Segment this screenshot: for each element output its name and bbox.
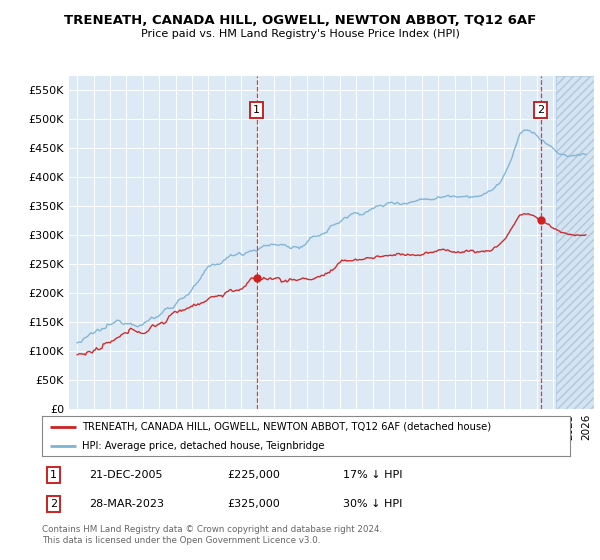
Text: 30% ↓ HPI: 30% ↓ HPI	[343, 500, 403, 510]
Text: 28-MAR-2023: 28-MAR-2023	[89, 500, 164, 510]
Text: 1: 1	[253, 105, 260, 115]
Text: 2: 2	[50, 500, 57, 510]
Text: TRENEATH, CANADA HILL, OGWELL, NEWTON ABBOT, TQ12 6AF: TRENEATH, CANADA HILL, OGWELL, NEWTON AB…	[64, 14, 536, 27]
Text: £225,000: £225,000	[227, 470, 280, 480]
Bar	[556, 76, 594, 409]
Text: 17% ↓ HPI: 17% ↓ HPI	[343, 470, 403, 480]
Text: 1: 1	[50, 470, 57, 480]
Text: £325,000: £325,000	[227, 500, 280, 510]
Text: TRENEATH, CANADA HILL, OGWELL, NEWTON ABBOT, TQ12 6AF (detached house): TRENEATH, CANADA HILL, OGWELL, NEWTON AB…	[82, 422, 491, 432]
Text: Contains HM Land Registry data © Crown copyright and database right 2024.
This d: Contains HM Land Registry data © Crown c…	[42, 525, 382, 545]
Text: 21-DEC-2005: 21-DEC-2005	[89, 470, 163, 480]
Text: 2: 2	[537, 105, 544, 115]
Text: Price paid vs. HM Land Registry's House Price Index (HPI): Price paid vs. HM Land Registry's House …	[140, 29, 460, 39]
Text: HPI: Average price, detached house, Teignbridge: HPI: Average price, detached house, Teig…	[82, 441, 324, 450]
